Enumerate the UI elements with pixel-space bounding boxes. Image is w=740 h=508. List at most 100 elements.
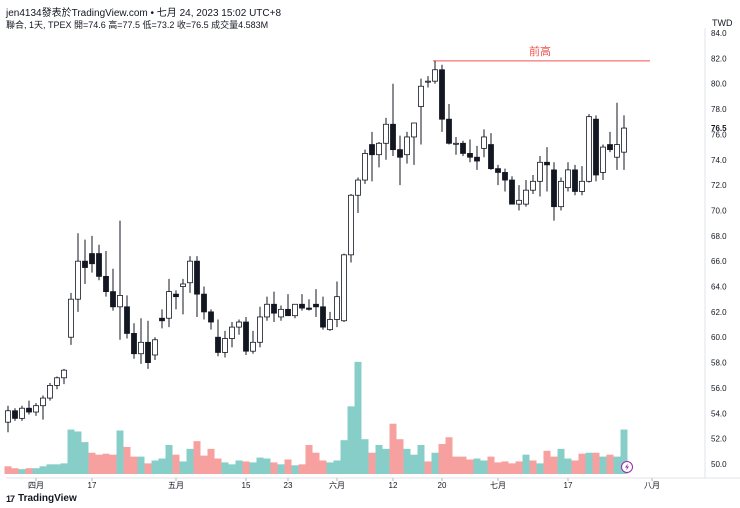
y-tick-label: 74.0 — [711, 156, 727, 165]
volume-bar — [480, 460, 488, 474]
volume-bar — [431, 452, 439, 474]
candle-body — [376, 142, 382, 156]
candle-body — [593, 118, 599, 176]
y-tick-label: 70.0 — [711, 206, 727, 215]
candle-body — [474, 156, 480, 162]
volume-bar — [557, 448, 565, 474]
volume-bar — [186, 448, 194, 474]
x-tick-label: 四月 — [28, 481, 44, 490]
volume-bar — [620, 429, 628, 474]
candle-body — [180, 283, 186, 287]
candle-body — [12, 410, 18, 419]
candle-body — [439, 69, 445, 120]
candle-body — [453, 142, 459, 145]
candle-body — [355, 179, 361, 196]
candle-body — [320, 306, 326, 328]
candle-body — [110, 291, 116, 308]
candle-body — [271, 303, 277, 314]
volume-bar — [123, 446, 131, 474]
candle-body — [201, 293, 207, 313]
candle-body — [68, 298, 74, 338]
volume-bar — [81, 442, 89, 474]
x-tick-label: 八月 — [644, 481, 660, 490]
candle-body — [222, 338, 228, 353]
candle-body — [215, 336, 221, 353]
chart-header-ohlc: 聯合, 1天, TPEX 開=74.6 高=77.5 低=73.2 收=76.5… — [6, 20, 269, 30]
volume-bar — [74, 431, 82, 474]
volume-bar — [263, 458, 271, 474]
candle-body — [47, 385, 53, 399]
candle-body — [544, 161, 550, 166]
candle-body — [264, 303, 270, 318]
volume-bar — [46, 464, 54, 474]
volume-bars — [4, 361, 628, 474]
candle-body — [96, 253, 102, 277]
candle-body — [390, 123, 396, 151]
volume-bar — [536, 463, 544, 474]
candle-body — [208, 311, 214, 323]
volume-bar — [88, 452, 96, 474]
volume-bar — [417, 445, 425, 474]
x-tick-label: 15 — [242, 481, 251, 490]
volume-bar — [235, 460, 243, 474]
volume-bar — [487, 456, 495, 474]
volume-bar — [109, 454, 117, 474]
volume-bar — [228, 464, 236, 474]
candle-body — [362, 153, 368, 181]
candle-body — [103, 275, 109, 293]
volume-bar — [256, 457, 264, 474]
candle-body — [257, 316, 263, 343]
y-tick-label: 50.0 — [711, 460, 727, 469]
volume-bar — [137, 456, 145, 474]
candle-body — [523, 189, 529, 205]
volume-bar — [543, 450, 551, 474]
candle-body — [446, 118, 452, 144]
volume-bar — [116, 430, 124, 474]
candle-body — [26, 407, 32, 413]
candle-body — [481, 136, 487, 149]
candle-body — [173, 293, 179, 298]
candle-body — [243, 321, 249, 352]
tradingview-logo-mark: 17 — [6, 493, 15, 504]
volume-bar — [32, 468, 40, 474]
y-tick-label: 76.0 — [711, 130, 727, 139]
volume-bar — [95, 454, 103, 474]
candle-body — [495, 168, 501, 173]
candle-body — [166, 291, 172, 319]
volume-bar — [592, 452, 600, 474]
chart-header-publisher: jen4134發表於TradingView.com • 七月 24, 2023 … — [6, 8, 282, 19]
y-tick-label: 58.0 — [711, 359, 727, 368]
y-tick-label: 60.0 — [711, 333, 727, 342]
volume-bar — [207, 448, 215, 474]
volume-bar — [375, 445, 383, 474]
candle-body — [411, 122, 417, 138]
volume-bar — [102, 453, 110, 474]
y-tick-label: 62.0 — [711, 308, 727, 317]
y-tick-label: 78.0 — [711, 105, 727, 114]
volume-bar — [214, 458, 222, 474]
volume-bar — [410, 454, 418, 474]
lightning-icon — [621, 461, 633, 473]
volume-bar — [599, 456, 607, 474]
candle-body — [19, 407, 25, 419]
candle-body — [404, 136, 410, 156]
volume-bar — [158, 458, 166, 474]
volume-bar — [585, 452, 593, 474]
volume-bar — [179, 461, 187, 474]
lightning-icon-bolt — [625, 463, 629, 471]
candle-body — [551, 169, 557, 208]
candle-body — [565, 169, 571, 189]
candle-body — [383, 123, 389, 144]
candle-body — [61, 369, 67, 379]
y-tick-label: 68.0 — [711, 232, 727, 241]
y-tick-label: 80.0 — [711, 80, 727, 89]
candle-body — [341, 254, 347, 322]
x-tick-label: 20 — [438, 481, 447, 490]
volume-bar — [144, 463, 152, 474]
volume-bar — [333, 460, 341, 474]
candle-body — [250, 341, 256, 352]
candle-body — [607, 144, 613, 151]
volume-bar — [508, 463, 516, 474]
candle-body — [124, 306, 130, 334]
